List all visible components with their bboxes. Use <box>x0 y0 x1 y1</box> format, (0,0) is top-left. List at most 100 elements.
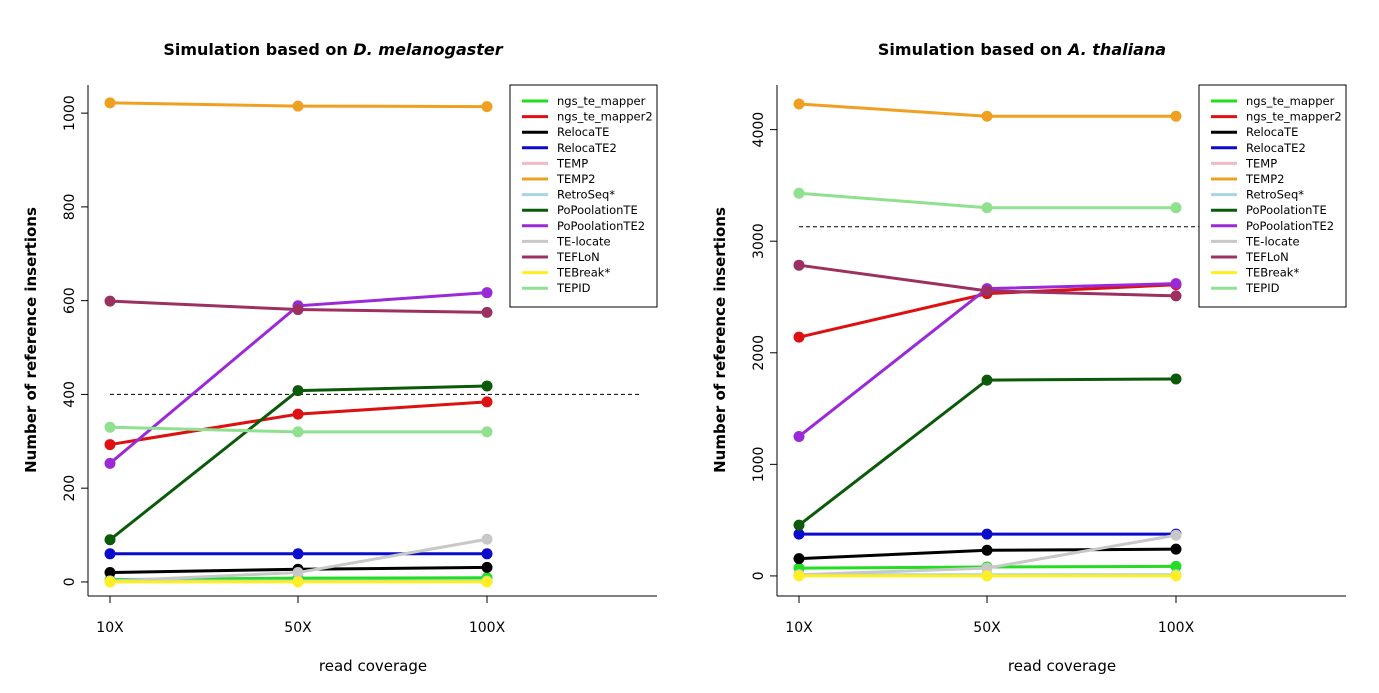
series-tepid <box>793 187 1182 214</box>
data-point <box>793 331 805 343</box>
legend-label: TE-locate <box>1245 234 1300 248</box>
legend-label: RelocaTE2 <box>1246 141 1306 155</box>
y-tick-label: 1000 <box>62 95 78 131</box>
data-point <box>1170 373 1182 385</box>
legend-label: TEMP <box>1245 156 1277 170</box>
x-tick-label: 50X <box>284 620 312 636</box>
x-axis-label: read coverage <box>319 657 427 675</box>
data-point <box>793 528 805 540</box>
data-point <box>1170 560 1182 572</box>
series-popoolationte <box>793 373 1182 531</box>
data-point <box>981 562 993 574</box>
legend-label: TEFLoN <box>556 250 600 264</box>
chart-thaliana: Simulation based on A. thaliana 0 1000 2000… <box>711 40 1347 675</box>
series-teflon <box>104 295 493 318</box>
x-tick-label: 50X <box>973 620 1001 636</box>
legend-label: RetroSeq* <box>1246 188 1304 202</box>
data-point <box>481 287 493 299</box>
legend-label: PoPoolationTE2 <box>557 219 645 233</box>
data-point <box>104 421 116 433</box>
series-line <box>798 377 1177 527</box>
data-point <box>981 570 993 582</box>
data-point <box>793 187 805 199</box>
legend-label: ngs_te_mapper2 <box>1246 110 1342 124</box>
chart-panel-melanogaster: Simulation based on D. melanogaster 0 200 4… <box>0 0 689 693</box>
chart-melanogaster: Simulation based on D. melanogaster 0 200 4… <box>22 40 658 675</box>
data-point <box>481 561 493 573</box>
data-point <box>1170 110 1182 122</box>
data-point <box>292 576 304 588</box>
data-point <box>981 202 993 214</box>
data-point <box>104 576 116 588</box>
legend-label: TEBreak* <box>1245 266 1299 280</box>
series-tebreak- <box>793 570 1182 582</box>
legend-label: TEFLoN <box>1245 250 1289 264</box>
series-line <box>109 400 488 447</box>
legend-label: ngs_te_mapper <box>557 94 646 108</box>
y-axis-label: Number of reference insertions <box>711 207 729 473</box>
legend-label: PoPoolationTE <box>1246 203 1327 217</box>
data-point <box>104 439 116 451</box>
data-point <box>1170 290 1182 302</box>
legend-label: TE-locate <box>556 234 611 248</box>
legend-label: RetroSeq* <box>557 188 615 202</box>
chart-title: Simulation based on A. thaliana <box>878 40 1166 59</box>
data-point <box>981 110 993 122</box>
series-relocate2 <box>793 528 1182 540</box>
legend-label: TEBreak* <box>556 266 610 280</box>
y-axis-label: Number of reference insertions <box>22 207 40 473</box>
series-temp2 <box>104 97 493 113</box>
x-tick-label: 100X <box>469 620 506 636</box>
chart-panel-thaliana: Simulation based on A. thaliana 0 1000 2000… <box>689 0 1378 693</box>
data-point <box>981 528 993 540</box>
data-point <box>104 295 116 307</box>
data-point <box>981 285 993 297</box>
y-tick-label: 1000 <box>751 447 767 483</box>
series-relocate <box>793 543 1182 565</box>
legend-label: TEMP2 <box>1245 172 1284 186</box>
series-tepid <box>104 421 493 438</box>
legend-label: ngs_te_mapper2 <box>557 110 653 124</box>
data-point <box>481 101 493 113</box>
y-tick-label: 0 <box>62 577 78 586</box>
legend-label: ngs_te_mapper <box>1246 94 1335 108</box>
title-species: A. thaliana <box>1066 40 1166 59</box>
title-species: D. melanogaster <box>353 40 503 59</box>
data-point <box>793 553 805 565</box>
data-point <box>793 430 805 442</box>
x-tick-label: 10X <box>96 620 124 636</box>
y-tick-label: 4000 <box>751 112 767 148</box>
x-tick-label: 10X <box>785 620 813 636</box>
legend-label: TEMP2 <box>556 172 595 186</box>
data-point <box>1170 570 1182 582</box>
data-point <box>481 306 493 318</box>
legend-label: PoPoolationTE2 <box>1246 219 1334 233</box>
data-point <box>292 548 304 560</box>
legend-label: TEPID <box>556 281 591 295</box>
data-point <box>292 100 304 112</box>
data-point <box>104 457 116 469</box>
y-tick-label: 3000 <box>751 223 767 259</box>
series-ngs-te-mapper2 <box>104 396 493 451</box>
data-point <box>1170 278 1182 290</box>
chart-title: Simulation based on D. melanogaster <box>163 40 503 59</box>
data-point <box>1170 202 1182 214</box>
y-tick-label: 600 <box>62 287 78 314</box>
data-point <box>1170 529 1182 541</box>
legend-label: PoPoolationTE <box>557 203 638 217</box>
y-tick-label: 400 <box>62 381 78 408</box>
series-line <box>109 291 488 465</box>
legend-label: TEMP <box>556 156 588 170</box>
data-point <box>292 567 304 579</box>
title-prefix: Simulation based on <box>878 40 1068 59</box>
data-point <box>292 408 304 420</box>
data-point <box>292 385 304 397</box>
legend-label: RelocaTE <box>557 125 609 139</box>
data-point <box>104 534 116 546</box>
data-point <box>981 544 993 556</box>
data-point <box>793 519 805 531</box>
y-tick-label: 2000 <box>751 335 767 371</box>
data-point <box>481 576 493 588</box>
y-tick-label: 0 <box>751 571 767 580</box>
